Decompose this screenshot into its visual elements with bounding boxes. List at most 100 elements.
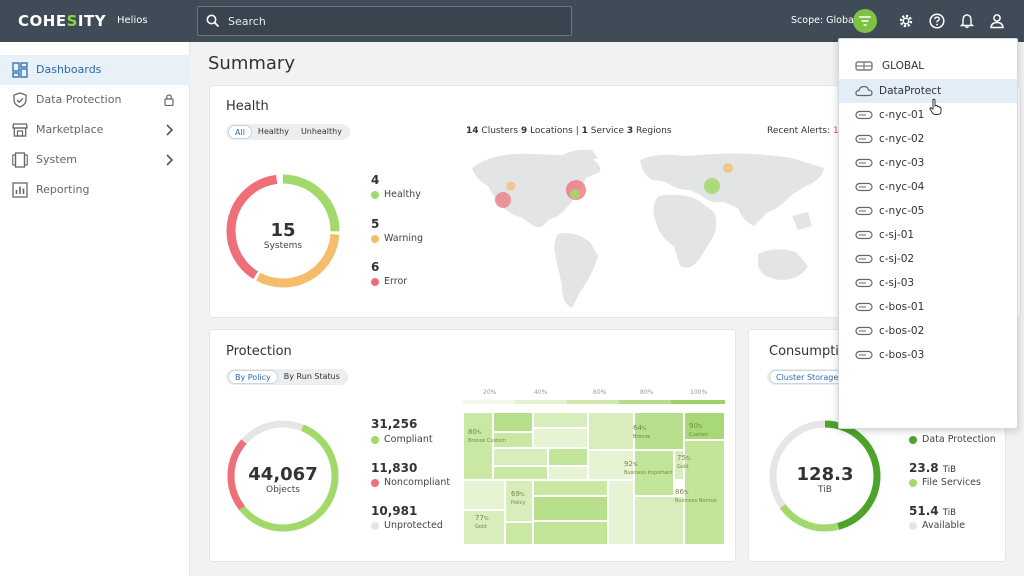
sidebar-item-dashboards[interactable]: Dashboards: [0, 55, 190, 85]
treemap-cell[interactable]: [533, 412, 588, 428]
unprotected-legend[interactable]: Unprotected: [371, 520, 443, 531]
scope-option-cluster[interactable]: c-bos-02: [839, 319, 1017, 343]
map-marker-healthy[interactable]: [704, 178, 720, 194]
treemap-cell[interactable]: [634, 450, 674, 496]
tab-by-run-status[interactable]: By Run Status: [283, 372, 340, 381]
data-protection-dot: [909, 435, 917, 444]
cluster-icon: [855, 182, 873, 192]
treemap-label: 69% Policy: [511, 490, 526, 506]
treemap-cell[interactable]: [505, 480, 533, 522]
protection-total: 44,067 Objects: [243, 464, 323, 495]
user-icon[interactable]: [988, 12, 1006, 30]
scope-option-cluster[interactable]: c-bos-01: [839, 295, 1017, 319]
treemap-cell[interactable]: [608, 480, 634, 545]
treemap-label: 77% Gold: [475, 514, 489, 530]
donut-warning[interactable]: [226, 174, 340, 288]
noncompliant-count: 11,830: [371, 461, 418, 475]
search-input[interactable]: Search: [197, 6, 572, 36]
scale-label: 80%: [640, 389, 654, 396]
treemap-cell[interactable]: [493, 412, 533, 432]
chevron-right-icon: [166, 154, 174, 166]
tab-healthy[interactable]: Healthy: [257, 127, 289, 136]
cluster-icon: [855, 254, 873, 264]
cluster-icon: [855, 110, 873, 120]
healthy-legend[interactable]: Healthy: [371, 189, 421, 200]
treemap-cell[interactable]: [533, 496, 608, 521]
consumption-total-value: 128.3: [796, 464, 854, 485]
scope-option-cluster[interactable]: c-nyc-03: [839, 151, 1017, 175]
error-legend[interactable]: Error: [371, 276, 407, 287]
scope-option-dataprotect[interactable]: DataProtect: [839, 79, 1017, 103]
tab-all[interactable]: All: [228, 125, 252, 139]
treemap-cell[interactable]: [548, 448, 588, 466]
cohesity-logo[interactable]: COHESITY: [18, 12, 107, 30]
donut-compliant[interactable]: [225, 418, 341, 534]
donut-data-protection[interactable]: [769, 420, 881, 532]
scope-option-cluster[interactable]: c-nyc-02: [839, 127, 1017, 151]
health-title: Health: [226, 99, 269, 114]
treemap-cell[interactable]: [684, 412, 725, 440]
available-legend[interactable]: Available: [909, 520, 965, 531]
scope-option-cluster[interactable]: c-nyc-04: [839, 175, 1017, 199]
scope-option-cluster[interactable]: c-bos-03: [839, 343, 1017, 367]
consumption-total-unit: TiB: [818, 485, 832, 495]
treemap-cell[interactable]: [463, 510, 505, 545]
scope-option-global[interactable]: GLOBAL: [839, 54, 1017, 78]
treemap-cell[interactable]: [505, 522, 533, 545]
recent-alerts[interactable]: Recent Alerts: 14: [767, 126, 844, 136]
health-total-value: 15: [270, 220, 296, 241]
health-donut: [226, 174, 340, 288]
treemap-cell[interactable]: [634, 412, 684, 450]
map-marker-healthy[interactable]: [570, 189, 580, 199]
treemap-cell[interactable]: [463, 480, 505, 510]
chevron-right-icon: [166, 124, 174, 136]
donut-healthy[interactable]: [226, 174, 340, 288]
lock-icon: [164, 94, 174, 106]
data-protection-legend[interactable]: Data Protection: [909, 434, 996, 445]
map-marker-warning[interactable]: [723, 163, 733, 173]
tab-cluster-storage[interactable]: Cluster Storage: [769, 370, 846, 384]
file-services-legend[interactable]: File Services: [909, 477, 981, 488]
treemap-cell[interactable]: [533, 521, 608, 545]
map-marker-warning[interactable]: [506, 181, 516, 191]
scope-option-cluster[interactable]: c-nyc-05: [839, 199, 1017, 223]
scope-filter-button[interactable]: [853, 9, 877, 33]
scope-option-cluster[interactable]: c-sj-01: [839, 223, 1017, 247]
treemap-cell[interactable]: [684, 440, 725, 545]
treemap-label: 86% Business Normal: [675, 488, 717, 504]
warning-dot: [371, 234, 379, 243]
treemap-cell[interactable]: [674, 450, 684, 480]
tab-by-policy[interactable]: By Policy: [228, 370, 278, 384]
bell-icon[interactable]: [958, 12, 976, 30]
sidebar-item-marketplace[interactable]: Marketplace: [0, 115, 190, 145]
noncompliant-legend[interactable]: Noncompliant: [371, 477, 450, 488]
treemap-cell[interactable]: [588, 450, 634, 480]
hand-cursor-icon: [929, 98, 942, 115]
map-marker-error[interactable]: [495, 192, 511, 208]
sidebar-item-data-protection[interactable]: Data Protection: [0, 85, 190, 115]
treemap-cell[interactable]: [463, 412, 493, 480]
sidebar-item-system[interactable]: System: [0, 145, 190, 175]
scope-option-cluster[interactable]: c-sj-03: [839, 271, 1017, 295]
compliant-legend[interactable]: Compliant: [371, 434, 433, 445]
available-dot: [909, 521, 917, 530]
scope-option-cluster[interactable]: c-sj-02: [839, 247, 1017, 271]
scale-label: 20%: [483, 389, 497, 396]
sidebar-item-reporting[interactable]: Reporting: [0, 175, 190, 205]
tab-unhealthy[interactable]: Unhealthy: [300, 127, 342, 136]
donut-error[interactable]: [226, 174, 340, 288]
treemap-cell[interactable]: [588, 412, 634, 450]
treemap-cell[interactable]: [548, 466, 588, 480]
warning-legend[interactable]: Warning: [371, 233, 423, 244]
help-icon[interactable]: [928, 12, 946, 30]
scope-option-cluster[interactable]: c-nyc-01: [839, 103, 1017, 127]
gear-icon[interactable]: [897, 12, 915, 30]
treemap-cell[interactable]: [493, 432, 533, 448]
treemap-cell[interactable]: [533, 428, 588, 448]
treemap-cell[interactable]: [493, 466, 548, 480]
treemap-cell[interactable]: [493, 448, 548, 466]
treemap-cell[interactable]: [634, 496, 684, 545]
scope-option-label: c-nyc-02: [879, 133, 925, 145]
scope-option-label: GLOBAL: [882, 60, 925, 72]
treemap-cell[interactable]: [533, 480, 608, 496]
